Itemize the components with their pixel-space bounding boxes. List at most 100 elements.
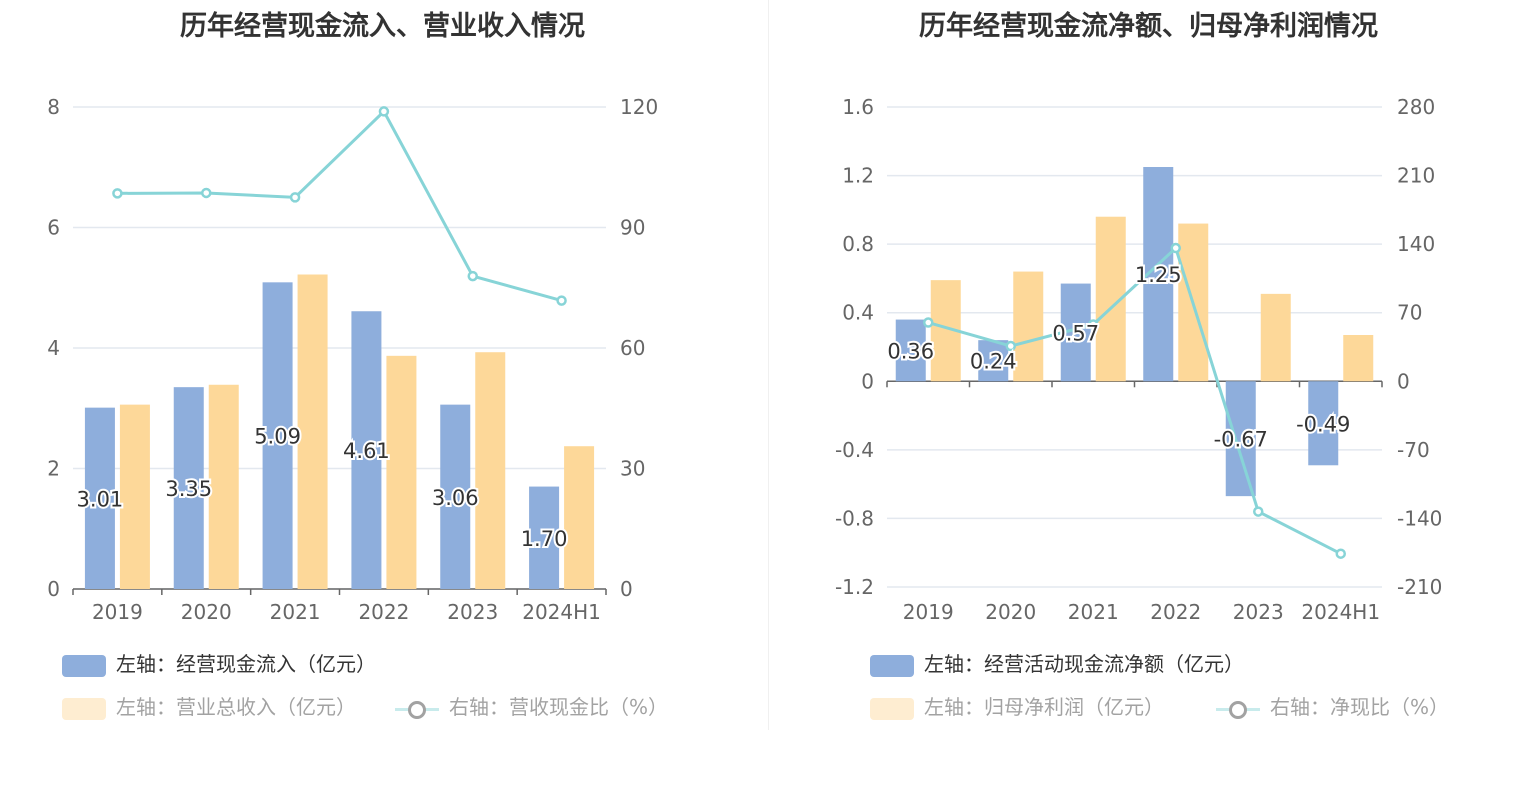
- legend-swatch-line-teal: [395, 698, 439, 720]
- x-tick-label: 2020: [181, 600, 232, 624]
- bar: [440, 404, 471, 589]
- x-tick-label: 2019: [903, 600, 954, 624]
- y-right-tick-label: 120: [620, 95, 658, 119]
- bar: [173, 387, 204, 589]
- y-right-tick-label: 140: [1397, 232, 1435, 256]
- x-tick-label: 2022: [358, 600, 409, 624]
- line-point: [556, 295, 567, 306]
- bar: [564, 446, 595, 589]
- y-left-tick-label: 4: [47, 336, 60, 360]
- y-right-tick-label: 30: [620, 457, 645, 481]
- x-tick-label: 2023: [447, 600, 498, 624]
- bar: [1013, 271, 1044, 382]
- legend-item-ratio[interactable]: 右轴：营收现金比（%）: [395, 691, 668, 720]
- legend-item-cash-inflow[interactable]: 左轴：经营现金流入（亿元）: [62, 648, 376, 677]
- x-tick-label: 2022: [1150, 600, 1201, 624]
- legend-label: 右轴：营收现金比（%）: [449, 695, 669, 719]
- y-left-tick-label: 1.6: [842, 95, 874, 119]
- line-point: [1170, 242, 1181, 254]
- legend-label: 左轴：营业总收入（亿元）: [116, 695, 356, 719]
- chart-svg-net-cash: -1.2 -0.8 -0.4 0 0.4 0.8 1.2 1.6 -210 -140 -70 0 70 1…: [835, 95, 1442, 624]
- x-tick-label: 2019: [92, 600, 143, 624]
- legend-swatch-line-teal: [1216, 698, 1260, 720]
- x-tick-label: 2024H1: [1301, 600, 1380, 624]
- line-point: [1253, 506, 1264, 517]
- panel-divider: [768, 0, 769, 730]
- x-tick-label: 2021: [1068, 600, 1119, 624]
- x-tick-label: 2020: [985, 600, 1036, 624]
- legend-label: 左轴：经营现金流入（亿元）: [116, 652, 376, 676]
- legend-item-net-cash[interactable]: 左轴：经营活动现金流净额（亿元）: [870, 648, 1244, 677]
- line-point: [289, 192, 301, 203]
- data-label: 5.09: [254, 425, 301, 449]
- legend-item-net-ratio[interactable]: 右轴：净现比（%）: [1216, 691, 1449, 720]
- y-left-tick-label: -0.4: [835, 438, 874, 462]
- bar: [475, 352, 506, 589]
- series-line: [117, 108, 562, 303]
- bar: [351, 311, 382, 589]
- x-tick-label: 2023: [1233, 600, 1284, 624]
- data-label: 3.01: [77, 487, 124, 511]
- y-left-tick-label: 1.2: [842, 164, 874, 188]
- line-point: [1005, 340, 1016, 352]
- x-tick-label: 2021: [270, 600, 321, 624]
- legend-swatch-bar-blue: [62, 654, 106, 677]
- y-left-tick-label: 8: [47, 95, 60, 119]
- legend-label: 右轴：净现比（%）: [1270, 695, 1450, 719]
- legend-label: 左轴：经营活动现金流净额（亿元）: [924, 652, 1244, 676]
- bar: [1308, 381, 1339, 466]
- y-left-tick-label: 0: [47, 577, 60, 601]
- bar: [1225, 381, 1256, 497]
- y-left-tick-label: 0: [861, 369, 874, 393]
- chart-title: 历年经营现金流入、营业收入情况: [180, 11, 585, 42]
- y-right-tick-label: 60: [620, 336, 645, 360]
- data-label: 1.25: [1135, 263, 1182, 287]
- data-label: -0.67: [1214, 428, 1268, 452]
- y-left-tick-label: 2: [47, 457, 60, 481]
- y-right-tick-label: -70: [1397, 438, 1430, 462]
- line-point: [923, 317, 934, 328]
- y-right-tick-label: 0: [620, 577, 633, 601]
- legend-swatch-bar-yellow: [62, 697, 106, 720]
- data-label: -0.49: [1296, 412, 1350, 436]
- data-label: 0.57: [1052, 321, 1099, 345]
- legend-item-net-profit[interactable]: 左轴：归母净利润（亿元）: [870, 691, 1164, 720]
- data-label: 1.70: [521, 527, 568, 551]
- legend-swatch-bar-blue: [870, 654, 914, 677]
- chart-svg-cash-inflow: 0 2 4 6 8 0 30 60 90 120 2019 2020 2021 2022 2023 2024H…: [47, 95, 658, 624]
- y-left-tick-label: 6: [47, 216, 60, 240]
- line-point: [1088, 319, 1099, 330]
- bar: [84, 407, 115, 589]
- bar: [978, 340, 1009, 382]
- line-point: [467, 270, 478, 282]
- y-right-tick-label: 0: [1397, 369, 1410, 393]
- line-point: [378, 106, 390, 117]
- data-label: 0.36: [887, 339, 934, 363]
- line-point: [201, 187, 212, 199]
- line-point: [1335, 548, 1346, 559]
- bar: [208, 384, 239, 589]
- y-left-tick-label: 0.4: [842, 301, 874, 325]
- legend-label: 左轴：归母净利润（亿元）: [924, 695, 1164, 719]
- legend-swatch-bar-yellow: [870, 697, 914, 720]
- chart-panel-cash-inflow: 历年经营现金流入、营业收入情况 0 2 4 6 8 0 30 60 90 120 2019 2020 2…: [0, 0, 765, 786]
- legend-item-revenue[interactable]: 左轴：营业总收入（亿元）: [62, 691, 356, 720]
- y-left-tick-label: 0.8: [842, 232, 874, 256]
- bar: [297, 274, 328, 589]
- bar: [895, 319, 926, 382]
- y-right-tick-label: 90: [620, 216, 645, 240]
- bar: [1260, 293, 1291, 382]
- x-tick-label: 2024H1: [522, 600, 601, 624]
- y-right-tick-label: -210: [1397, 575, 1442, 599]
- y-left-tick-label: -1.2: [835, 575, 874, 599]
- y-right-tick-label: 210: [1397, 164, 1435, 188]
- chart-panel-net-cash: 历年经营现金流净额、归母净利润情况 -1.2 -0.8 -0.4 0 0.4 0.8 1.2…: [766, 0, 1531, 786]
- data-label: 3.35: [165, 477, 212, 501]
- line-point: [112, 188, 123, 199]
- y-right-tick-label: -140: [1397, 506, 1442, 530]
- bar: [119, 404, 150, 589]
- bar: [1343, 335, 1374, 382]
- bar: [529, 486, 560, 589]
- bar: [262, 282, 293, 589]
- y-left-tick-label: -0.8: [835, 506, 874, 530]
